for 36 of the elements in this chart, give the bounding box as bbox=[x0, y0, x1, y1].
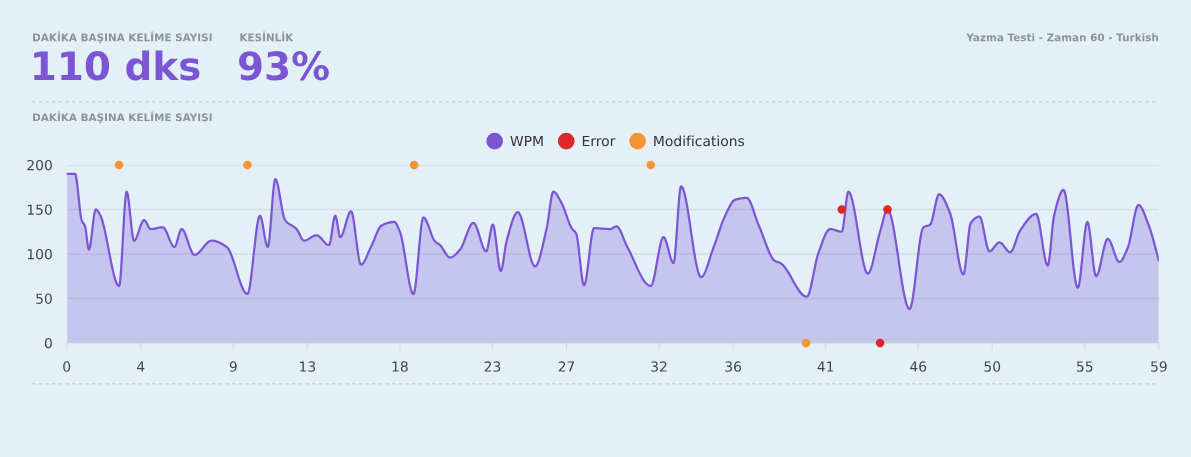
text: KESİNLİK bbox=[240, 31, 294, 42]
y-tick-label: 100 bbox=[27, 248, 52, 260]
x-tick-label: 50 bbox=[984, 361, 1001, 372]
point bbox=[409, 160, 419, 170]
x-tick-label: 46 bbox=[910, 361, 927, 372]
point bbox=[646, 160, 655, 170]
point bbox=[114, 160, 124, 170]
x-tick-label: 55 bbox=[1077, 361, 1093, 372]
text: 93% bbox=[239, 51, 329, 81]
x-tick-label: 27 bbox=[558, 361, 575, 372]
x-tick-label: 59 bbox=[1151, 361, 1167, 372]
point bbox=[883, 205, 892, 214]
x-tick-label: 23 bbox=[484, 361, 501, 372]
legend-label: WPM bbox=[510, 135, 543, 147]
chart-title: DAKİKA BAŞINA KELİME SAYISI bbox=[33, 111, 212, 124]
y-tick-label: 50 bbox=[36, 293, 52, 304]
x-tick-label: 18 bbox=[392, 361, 408, 372]
point bbox=[837, 205, 847, 214]
y-tick-label: 150 bbox=[27, 204, 52, 215]
x-tick-label: 41 bbox=[817, 361, 834, 372]
y-tick-label: 200 bbox=[27, 159, 52, 171]
x-tick-label: 36 bbox=[725, 361, 742, 372]
x-tick-label: 13 bbox=[300, 361, 316, 372]
x-tick-label: 9 bbox=[229, 361, 237, 372]
text: Yazma Testi - Zaman 60 - Turkish bbox=[966, 33, 1159, 42]
text: DAKİKA BAŞINA KELİME SAYISI bbox=[33, 31, 212, 44]
point bbox=[801, 338, 811, 348]
text: 110 dks bbox=[34, 50, 200, 81]
point bbox=[243, 160, 252, 170]
legend-label: Error bbox=[582, 135, 616, 147]
x-tick-label: 4 bbox=[137, 361, 145, 372]
legend-label: Modifications bbox=[654, 135, 745, 147]
point bbox=[875, 338, 885, 348]
y-tick-label: 0 bbox=[44, 337, 52, 349]
x-tick-label: 32 bbox=[651, 361, 667, 372]
x-tick-label: 0 bbox=[63, 361, 71, 372]
